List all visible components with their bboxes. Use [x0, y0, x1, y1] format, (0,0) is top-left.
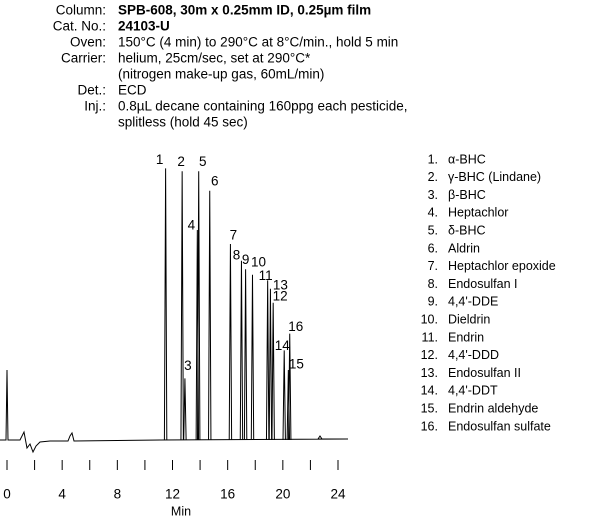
peak [265, 280, 270, 441]
legend-name: Endosulfan I [448, 277, 518, 291]
peak-label: 13 [273, 277, 288, 292]
legend-number: 7. [428, 259, 438, 273]
legend-name: δ-BHC [448, 223, 486, 237]
peak-label: 6 [211, 173, 219, 188]
x-axis-label: Min [171, 504, 191, 518]
header-value: 24103-U [118, 19, 170, 34]
peak [271, 302, 275, 441]
header-label: Oven: [70, 35, 106, 50]
header-label: Column: [56, 3, 106, 18]
legend-number: 2. [428, 170, 438, 184]
peak [197, 171, 201, 441]
legend-number: 9. [428, 295, 438, 309]
header-value: splitless (hold 45 sec) [118, 115, 248, 130]
peak [250, 274, 255, 441]
x-tick-label: 24 [330, 487, 346, 502]
legend-name: Dieldrin [448, 312, 490, 326]
peak [282, 350, 286, 441]
x-tick-label: 20 [275, 487, 290, 502]
peak-label: 16 [288, 319, 303, 334]
peak-label: 9 [242, 252, 250, 267]
peak-label: 8 [233, 247, 241, 262]
header-value: (nitrogen make-up gas, 60mL/min) [118, 67, 324, 82]
header-value: 150°C (4 min) to 290°C at 8°C/min., hold… [118, 35, 398, 50]
peak [228, 243, 233, 441]
legend-name: β-BHC [448, 188, 486, 202]
peak-label: 10 [251, 254, 266, 269]
header-label: Det.: [77, 83, 106, 98]
header-label: Cat. No.: [53, 19, 106, 34]
peak-label: 14 [275, 338, 291, 353]
legend-name: Heptachlor [448, 206, 508, 220]
legend-number: 6. [428, 241, 438, 255]
legend-name: γ-BHC (Lindane) [448, 170, 541, 184]
peak [183, 378, 187, 441]
peak [239, 260, 244, 441]
peak-label: 11 [259, 268, 273, 283]
peak-label: 5 [199, 154, 207, 169]
legend-name: Endrin aldehyde [448, 401, 538, 415]
legend-name: α-BHC [448, 152, 486, 166]
legend-number: 3. [428, 188, 438, 202]
legend-number: 11. [422, 330, 438, 344]
baseline-trace [0, 369, 349, 454]
peak-label: 2 [177, 154, 185, 169]
peak [163, 168, 168, 441]
legend-number: 5. [428, 223, 438, 237]
legend-number: 15. [421, 401, 438, 415]
peak [208, 190, 212, 441]
peak-label: 4 [188, 218, 196, 233]
legend-number: 13. [421, 366, 438, 380]
header-label: Carrier: [61, 51, 106, 66]
peak [243, 269, 248, 441]
header-label: Inj.: [84, 99, 106, 114]
x-tick-label: 0 [3, 487, 11, 502]
legend-name: Endosulfan sulfate [448, 419, 551, 433]
legend-number: 4. [428, 206, 438, 220]
legend-number: 12. [421, 348, 438, 362]
header-value: 0.8µL decane containing 160ppg each pest… [118, 99, 408, 114]
legend-name: Heptachlor epoxide [448, 259, 556, 273]
peak-label: 12 [273, 288, 288, 303]
legend-number: 16. [421, 419, 438, 433]
header-value: helium, 25cm/sec, set at 290°C* [118, 51, 311, 66]
legend-number: 8. [428, 277, 438, 291]
peak [180, 171, 184, 441]
x-tick-label: 8 [114, 487, 122, 502]
legend-number: 10. [421, 312, 438, 326]
header-value: ECD [118, 83, 147, 98]
legend-name: 4,4'-DDE [448, 295, 498, 309]
x-tick-label: 4 [58, 487, 66, 502]
legend-name: Endrin [448, 330, 484, 344]
peak-label: 3 [184, 358, 192, 373]
peak-label: 1 [156, 152, 164, 167]
legend-name: Endosulfan II [448, 366, 521, 380]
legend-name: 4,4'-DDT [448, 384, 498, 398]
peak-label: 15 [289, 357, 304, 372]
peak [268, 288, 273, 441]
legend-name: 4,4'-DDD [448, 348, 499, 362]
legend-name: Aldrin [448, 241, 480, 255]
x-tick-label: 12 [165, 487, 180, 502]
legend-number: 1. [428, 152, 438, 166]
header-value: SPB-608, 30m x 0.25mm ID, 0.25µm film [118, 3, 371, 18]
legend-number: 14. [421, 384, 438, 398]
x-tick-label: 16 [220, 487, 235, 502]
peak [288, 333, 292, 441]
peak-label: 7 [230, 228, 238, 243]
